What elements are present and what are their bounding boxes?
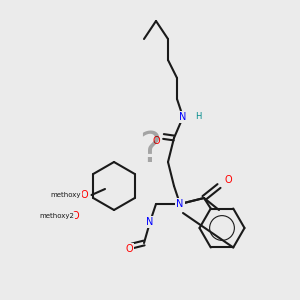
Text: O: O <box>80 190 88 200</box>
Text: methoxy: methoxy <box>51 192 81 198</box>
Text: H: H <box>195 112 201 122</box>
Text: O: O <box>224 175 232 185</box>
Text: ?: ? <box>139 129 161 171</box>
Text: methoxy2: methoxy2 <box>40 213 74 219</box>
Text: N: N <box>179 112 187 122</box>
Text: O: O <box>71 211 79 221</box>
Text: N: N <box>146 217 154 227</box>
Text: O: O <box>152 136 160 146</box>
Text: O: O <box>125 244 133 254</box>
Text: N: N <box>176 199 184 209</box>
